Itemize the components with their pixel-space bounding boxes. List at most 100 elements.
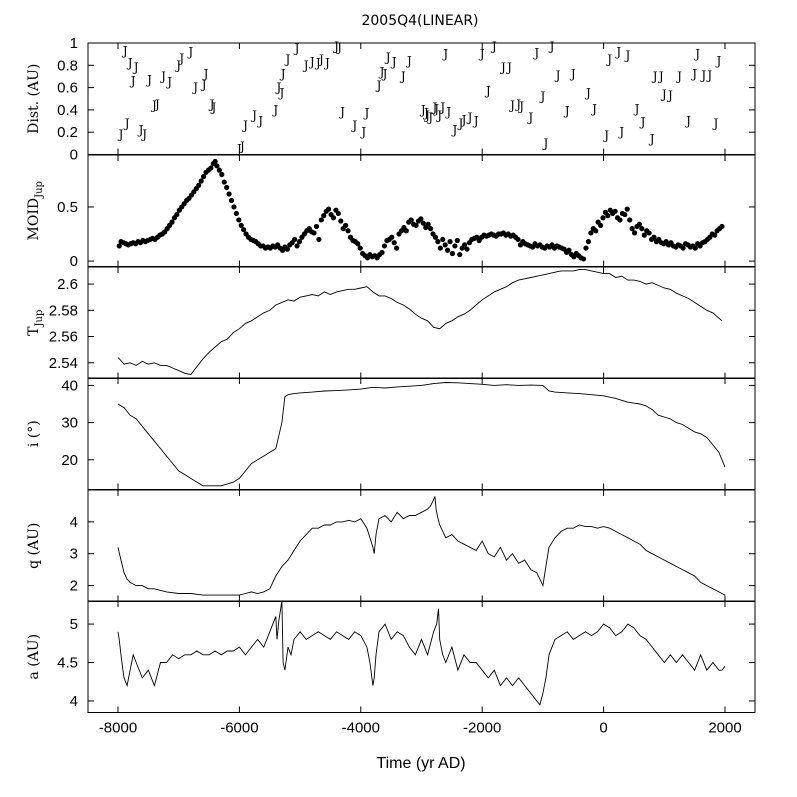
y-tick-label: 4 <box>70 514 78 531</box>
data-point-j: J <box>563 104 570 118</box>
data-point-j: J <box>238 140 245 154</box>
data-point-j: J <box>651 69 658 83</box>
data-point <box>445 247 451 253</box>
data-point-j: J <box>302 58 309 72</box>
data-point <box>355 241 361 247</box>
data-point-j: J <box>554 68 561 82</box>
data-point <box>447 239 453 245</box>
panel-6: -8000 -6000 -4000 -2000 0 2000 4 4.5 5 a (AU) <box>26 600 756 737</box>
data-point <box>629 226 635 232</box>
data-point <box>515 236 521 243</box>
data-point <box>449 250 456 257</box>
y-tick-label: 0 <box>70 147 78 164</box>
data-point <box>335 210 341 217</box>
data-point-j: J <box>375 78 382 92</box>
data-point-j: J <box>542 136 549 150</box>
y-axis-label: i (°) <box>26 420 42 447</box>
data-point-j: J <box>209 101 216 115</box>
data-point-j: J <box>279 67 286 81</box>
data-point <box>627 217 633 223</box>
data-point <box>692 245 698 251</box>
data-point <box>311 230 317 236</box>
data-point-j: J <box>623 48 630 62</box>
data-point-j: J <box>508 98 515 112</box>
data-point <box>641 232 647 238</box>
y-tick-label: 3 <box>70 546 78 563</box>
data-point-j: J <box>538 90 545 104</box>
data-point <box>719 223 725 230</box>
data-point <box>452 243 458 249</box>
data-point-j: J <box>153 97 160 111</box>
y-axis-label-main: MOID <box>26 198 42 241</box>
data-point-j: J <box>422 106 429 120</box>
y-tick-label: 0.5 <box>57 199 78 216</box>
data-point-j: J <box>666 88 673 102</box>
x-tick-label: -6000 <box>220 720 258 737</box>
y-tick-label: 0.8 <box>57 57 78 74</box>
data-point-j: J <box>117 127 124 141</box>
data-point-j: J <box>384 50 391 64</box>
data-point <box>636 221 643 227</box>
data-point-j: J <box>715 54 722 68</box>
y-tick-label: 0.4 <box>57 102 78 119</box>
data-point-j: J <box>444 105 451 119</box>
data-point <box>437 245 443 251</box>
data-point-j: J <box>174 58 181 72</box>
data-point-j: J <box>390 55 397 69</box>
data-point <box>428 226 434 232</box>
data-point <box>435 239 441 245</box>
data-point <box>622 211 628 218</box>
y-tick-label: 20 <box>61 452 78 469</box>
data-point-j: J <box>317 53 324 67</box>
data-point <box>316 236 322 243</box>
data-point <box>313 223 320 230</box>
data-point-j: J <box>241 119 248 133</box>
data-point <box>585 239 592 245</box>
data-point-j: J <box>350 119 357 133</box>
data-point-j: J <box>466 111 473 125</box>
data-point <box>198 178 204 184</box>
data-point <box>379 249 385 256</box>
data-point-j: J <box>660 87 667 101</box>
data-point-j: J <box>129 74 136 88</box>
data-point-j: J <box>690 67 697 81</box>
data-point-j: J <box>126 56 133 70</box>
data-point-j: J <box>250 108 257 122</box>
data-point <box>461 242 468 248</box>
data-point-j: J <box>419 103 426 117</box>
data-point-j: J <box>460 113 467 127</box>
data-point <box>631 230 638 236</box>
data-point-j: J <box>381 67 388 81</box>
data-point <box>600 215 606 221</box>
data-point <box>345 228 351 234</box>
y-tick-label: 2.6 <box>57 276 78 293</box>
data-point-j: J <box>490 39 497 53</box>
y-tick-label: 2 <box>70 578 78 595</box>
data-point-j: J <box>159 69 166 83</box>
data-point <box>566 247 572 253</box>
y-tick-label: 0.6 <box>57 80 78 97</box>
data-point <box>646 230 652 236</box>
data-point <box>583 245 589 251</box>
data-point-j: J <box>323 56 330 70</box>
data-point-j: J <box>648 132 655 146</box>
data-point-j: J <box>699 68 706 82</box>
data-point-j: J <box>441 47 448 61</box>
data-point <box>442 242 448 248</box>
data-point-j: J <box>430 101 437 115</box>
data-point-j: J <box>271 103 278 117</box>
data-point <box>169 219 175 225</box>
data-point <box>216 167 222 173</box>
data-point-j: J <box>256 114 263 128</box>
data-point <box>296 239 303 245</box>
y-tick-label: 2.54 <box>49 355 78 372</box>
figure-title: 2005Q4(LINEAR) <box>361 13 478 29</box>
data-point-j: J <box>150 98 157 112</box>
data-point-j: J <box>432 102 439 116</box>
panel-2: 0 0.5 MOIDJup <box>26 154 756 270</box>
data-point-j: J <box>435 108 442 122</box>
data-point <box>174 211 180 218</box>
data-point <box>420 220 426 226</box>
data-point-j: J <box>335 40 342 54</box>
y-axis-label-subscript: Jup <box>34 181 45 199</box>
